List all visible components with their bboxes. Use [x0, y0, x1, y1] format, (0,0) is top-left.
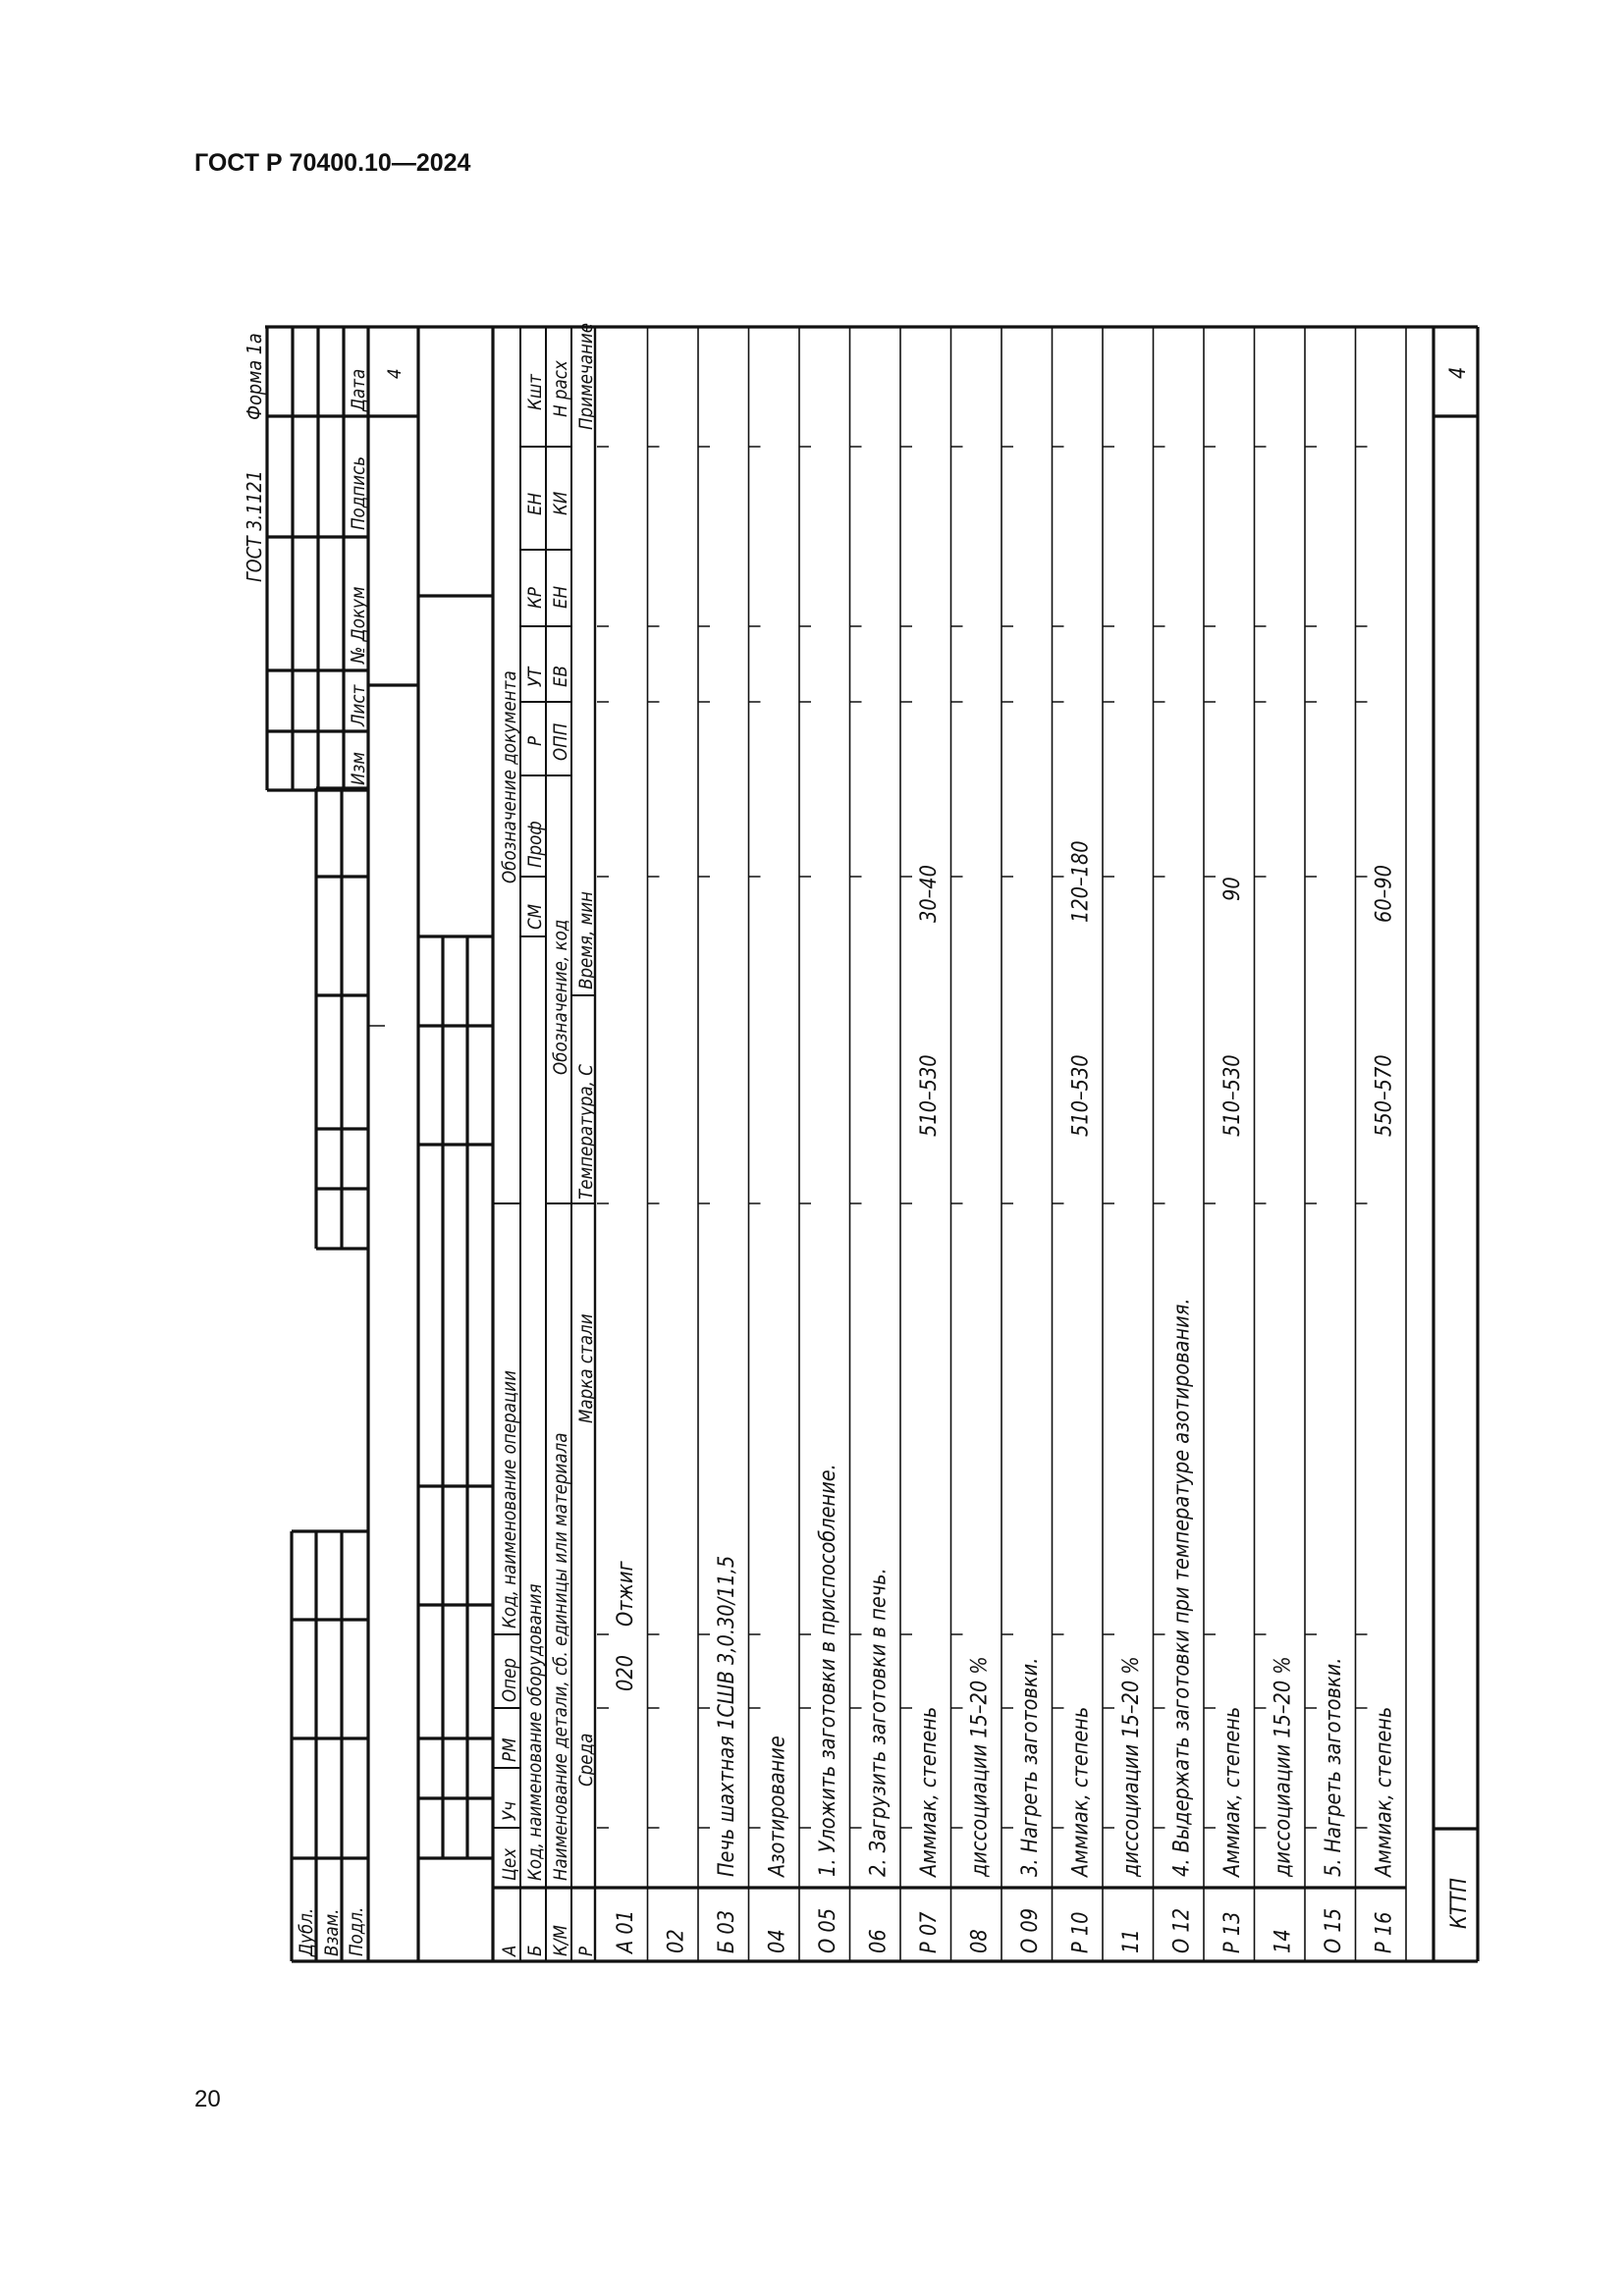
row-text: диссоциации 15–20 % — [966, 1656, 991, 1878]
row-code: 11 — [1118, 1929, 1143, 1953]
hdr-km-en: ЕН — [550, 586, 571, 609]
row-text: 5. Нагреть заготовки. — [1321, 1658, 1345, 1877]
row-code: 04 — [764, 1929, 788, 1953]
hdr-a-code: А — [499, 1946, 520, 1957]
row-temperature: 510–530 — [1067, 1054, 1092, 1137]
footer-sheet-value: 4 — [1445, 367, 1470, 379]
hdr-p-note: Примечание — [575, 323, 597, 430]
row-time: 60–90 — [1371, 865, 1395, 923]
hdr-km-code: К/М — [550, 1925, 571, 1956]
hdr-p-steel: Марка стали — [575, 1313, 597, 1423]
hdr-b-sm: СМ — [524, 904, 546, 930]
row-code: 14 — [1270, 1929, 1294, 1953]
hdr-p-medium: Среда — [575, 1734, 597, 1787]
side-dubl-label: Дубл. — [296, 1908, 317, 1957]
hdr-p-time: Время, мин — [575, 891, 597, 989]
hdr-km-designation: Обозначение, код — [550, 920, 571, 1075]
row-temperature: 510–530 — [916, 1054, 941, 1137]
hdr-b-r: Р — [524, 736, 546, 746]
row-code: 06 — [865, 1929, 890, 1953]
hdr-a-tseh: Цех — [499, 1847, 520, 1881]
form-rows: А 01 020 Отжиг 02 Б 03 Печь шахтная 1СШВ 3,0.… — [613, 840, 1396, 1954]
row-text: диссоциации 15–20 % — [1118, 1656, 1143, 1878]
hdr-a-doc: Обозначение документа — [499, 670, 520, 883]
row-text: Азотирование — [764, 1735, 788, 1879]
rev-docno-label: № Докум — [348, 586, 369, 664]
row-time: 120–180 — [1067, 840, 1092, 923]
row-text: 1. Уложить заготовки в приспособление. — [815, 1464, 839, 1877]
hdr-p-code: Р — [575, 1947, 597, 1956]
row-code: Р 10 — [1067, 1912, 1092, 1953]
row-code: Р 13 — [1219, 1912, 1244, 1953]
page-number: 20 — [194, 2086, 221, 2112]
row-code: Р 16 — [1371, 1912, 1395, 1953]
row-text: Аммиак, степень — [1371, 1707, 1395, 1879]
hdr-b-en: ЕН — [524, 493, 546, 515]
hdr-b-prof: Проф — [524, 821, 546, 868]
side-vzam-label: Взам. — [321, 1909, 343, 1956]
row-code: О 05 — [815, 1908, 839, 1953]
form-name: Форма 1а — [244, 333, 266, 420]
row-text: 4. Выдержать заготовки при температуре а… — [1168, 1298, 1193, 1877]
row-code: О 09 — [1017, 1908, 1042, 1953]
rev-signature-label: Подпись — [348, 456, 369, 530]
row-code: Б 03 — [714, 1910, 738, 1953]
row-code: 02 — [663, 1929, 687, 1953]
hdr-km-name: Наименование детали, сб. единицы или мат… — [550, 1432, 571, 1881]
row-text: 2. Загрузить заготовки в печь. — [865, 1568, 890, 1877]
hdr-km-n-rash: Н расх — [550, 360, 571, 417]
hdr-a-rm: РМ — [499, 1738, 520, 1762]
row-text: диссоциации 15–20 % — [1270, 1656, 1294, 1878]
row-code: Р 07 — [916, 1912, 941, 1953]
hdr-b-ksht: Кшт — [524, 374, 546, 410]
row-text: Аммиак, степень — [916, 1707, 941, 1879]
footer-kttp-label: КТТП — [1446, 1878, 1471, 1929]
hdr-a-uch: Уч — [499, 1801, 520, 1821]
hdr-km-ki: КИ — [550, 492, 571, 515]
row-time: 30–40 — [916, 865, 941, 923]
row-code: А 01 — [613, 1910, 637, 1955]
hdr-b-kr: КР — [524, 587, 546, 609]
form-labels: ГОСТ 3.1121 Форма 1а Изм Лист № Докум По… — [244, 323, 1471, 1957]
row-text: Отжиг — [613, 1561, 637, 1627]
hdr-b-code: Б — [524, 1946, 546, 1956]
form-grid — [265, 325, 1480, 1963]
row-temperature: 510–530 — [1219, 1054, 1244, 1137]
hdr-p-temperature: Температура, С — [575, 1064, 597, 1200]
rev-list-label: Лист — [348, 684, 369, 727]
row-operation-number: 020 — [613, 1655, 637, 1691]
hdr-b-ut: УТ — [524, 666, 546, 687]
hdr-km-opp: ОПП — [550, 723, 571, 761]
rev-izm-label: Изм — [348, 752, 369, 785]
row-time: 90 — [1219, 877, 1244, 901]
hdr-b-equipment: Код, наименование оборудования — [524, 1583, 546, 1881]
row-code: 08 — [966, 1929, 991, 1953]
row-text: Аммиак, степень — [1067, 1707, 1092, 1879]
hdr-a-oper: Опер — [499, 1658, 520, 1702]
row-text: Печь шахтная 1СШВ 3,0.30/11,5 — [714, 1556, 738, 1877]
side-podl-label: Подл. — [346, 1907, 367, 1956]
hdr-km-ev: ЕВ — [550, 666, 571, 687]
rev-date-label: Дата — [348, 369, 369, 412]
row-text: Аммиак, степень — [1219, 1707, 1244, 1879]
row-temperature: 550–570 — [1371, 1054, 1395, 1137]
form-standard: ГОСТ 3.1121 — [244, 470, 266, 582]
document-header: ГОСТ Р 70400.10—2024 — [194, 149, 471, 177]
row-code: О 12 — [1168, 1908, 1193, 1953]
row-code: О 15 — [1321, 1908, 1345, 1953]
rev-sheet-value: 4 — [384, 368, 406, 379]
row-text: 3. Нагреть заготовки. — [1017, 1658, 1042, 1877]
hdr-a-op-name: Код, наименование операции — [499, 1370, 520, 1629]
